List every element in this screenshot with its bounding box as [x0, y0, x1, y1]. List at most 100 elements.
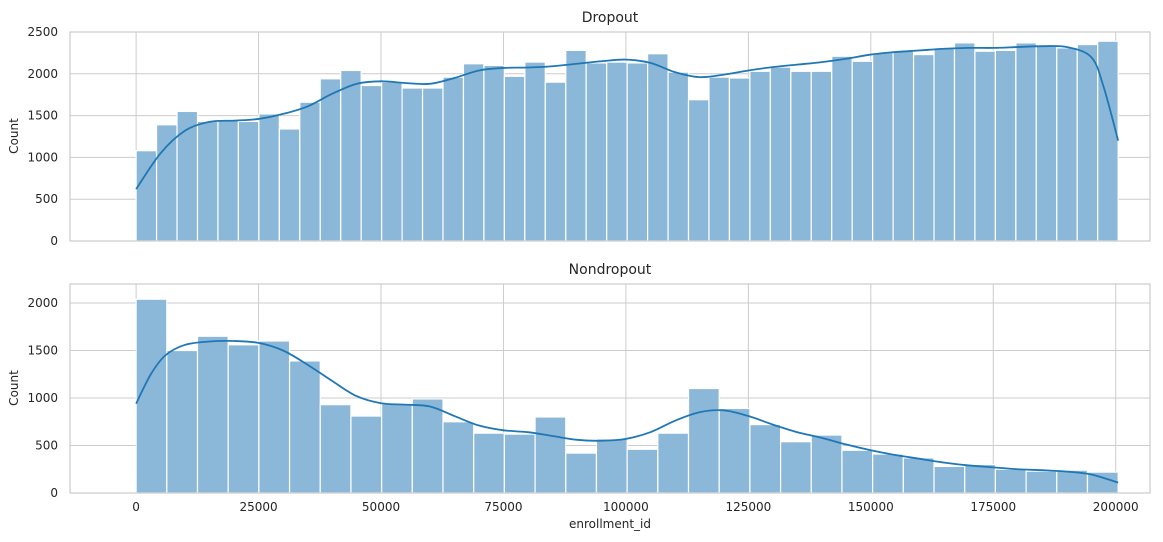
- dropout-bar-20: [544, 81, 567, 242]
- dropout-bar-42: [994, 49, 1017, 242]
- nondropout-ytick-0: 0: [50, 486, 58, 500]
- dropout-bar-28: [708, 76, 731, 242]
- dropout-bar-35: [851, 60, 874, 242]
- nondropout-bar-15: [595, 438, 628, 494]
- nondropout-bar-9: [411, 398, 444, 494]
- dropout-bar-26: [667, 71, 690, 242]
- dropout-bar-2: [176, 110, 199, 242]
- dropout-bar-8: [299, 101, 321, 242]
- dropout-bar-27: [687, 99, 710, 242]
- dropout-bar-38: [912, 53, 935, 242]
- nondropout-bar-12: [503, 433, 536, 494]
- dropout-bar-32: [790, 70, 812, 242]
- dropout-bar-23: [606, 61, 628, 242]
- nondropout-ytick-2: 1000: [27, 391, 58, 405]
- nondropout-ytick-3: 1500: [27, 344, 58, 358]
- nondropout-kde-curve: [135, 339, 1119, 484]
- nondropout-bar-6: [319, 404, 352, 494]
- nondropout-ytick-1: 500: [35, 439, 58, 453]
- dropout-bar-25: [647, 53, 669, 242]
- nondropout-bar-21: [779, 441, 812, 494]
- dropout-ytick-4: 2000: [27, 67, 58, 81]
- dropout-ylabel: Count: [7, 118, 21, 154]
- dropout-bar-45: [1056, 47, 1078, 242]
- dropout-bar-6: [258, 113, 280, 242]
- dropout-bar-19: [524, 61, 546, 242]
- dropout-bar-36: [872, 52, 894, 242]
- nondropout-bar-18: [687, 387, 720, 494]
- dropout-kde-curve: [135, 45, 1120, 190]
- nondropout-ylabel: Count: [7, 370, 21, 406]
- nondropout-bar-2: [196, 335, 229, 494]
- nondropout-bar-1: [166, 349, 199, 494]
- dropout-bar-17: [483, 64, 505, 242]
- nondropout-x-tick-labels: 0 25000 50000 75000 100000 125000 150000 175000…: [132, 500, 1138, 514]
- dropout-y-tick-labels: 0 500 1000 1500 2000 2500: [27, 25, 58, 248]
- nondropout-bar-27: [964, 463, 997, 494]
- nondropout-bar-10: [442, 421, 475, 494]
- dropout-bar-4: [217, 120, 240, 242]
- x-axis-label: enrollment_id: [569, 517, 651, 531]
- dropout-bar-10: [340, 69, 362, 242]
- nondropout-bar-17: [657, 432, 690, 494]
- dropout-bar-13: [401, 87, 424, 242]
- dropout-bar-7: [278, 128, 301, 242]
- dropout-bar-21: [565, 49, 587, 242]
- dropout-bar-12: [381, 81, 403, 242]
- dropout-bar-24: [626, 62, 649, 242]
- dropout-bar-43: [1015, 42, 1037, 242]
- nondropout-bar-8: [381, 403, 413, 494]
- dropout-bar-47: [1097, 40, 1119, 242]
- dropout-bar-33: [810, 70, 833, 242]
- nondropout-bar-28: [994, 468, 1027, 494]
- dropout-bar-15: [442, 76, 465, 242]
- dropout-title: Dropout: [582, 10, 639, 26]
- nondropout-bars: [135, 298, 1119, 494]
- dropout-ytick-0: 0: [50, 234, 58, 248]
- nondropout-title: Nondropout: [569, 262, 652, 278]
- dropout-bar-5: [237, 120, 260, 242]
- nondropout-xtick-5: 125000: [725, 500, 771, 514]
- nondropout-xtick-6: 150000: [848, 500, 894, 514]
- dropout-axes-frame: [69, 31, 1151, 242]
- nondropout-bar-4: [258, 340, 291, 494]
- nondropout-xtick-2: 50000: [362, 500, 400, 514]
- nondropout-ytick-4: 2000: [27, 296, 58, 310]
- dropout-bar-40: [953, 42, 976, 242]
- nondropout-xtick-3: 75000: [484, 500, 522, 514]
- dropout-bar-1: [155, 124, 178, 242]
- nondropout-bar-24: [872, 453, 904, 494]
- nondropout-xtick-7: 175000: [970, 500, 1016, 514]
- nondropout-xtick-4: 100000: [603, 500, 649, 514]
- nondropout-bar-13: [534, 416, 567, 494]
- dropout-bar-44: [1035, 44, 1058, 242]
- dropout-bar-37: [892, 50, 915, 242]
- nondropout-bar-19: [718, 407, 751, 494]
- nondropout-bar-20: [749, 424, 782, 494]
- nondropout-bar-14: [565, 452, 598, 494]
- dropout-bar-39: [933, 47, 956, 242]
- nondropout-subplot: Nondropout Count 0 500 1000 1500 2000 0 25000…: [7, 262, 1151, 531]
- nondropout-bar-23: [841, 449, 874, 494]
- dropout-bar-11: [360, 84, 383, 242]
- nondropout-bar-25: [902, 457, 935, 494]
- nondropout-bar-3: [227, 344, 260, 494]
- dropout-bar-30: [749, 70, 771, 242]
- nondropout-xtick-1: 25000: [239, 500, 277, 514]
- dropout-bar-34: [831, 55, 853, 242]
- nondropout-bar-5: [288, 360, 321, 494]
- nondropout-bar-16: [626, 448, 659, 494]
- dropout-bar-18: [503, 75, 526, 242]
- dropout-ytick-5: 2500: [27, 25, 58, 39]
- dropout-ytick-2: 1000: [27, 150, 58, 164]
- dropout-bar-14: [421, 87, 444, 242]
- dropout-bar-46: [1076, 43, 1099, 242]
- dropout-ytick-1: 500: [35, 192, 58, 206]
- dropout-bars: [135, 40, 1119, 242]
- nondropout-bar-29: [1025, 470, 1058, 494]
- dropout-bar-22: [585, 62, 608, 242]
- dropout-bar-16: [462, 63, 485, 242]
- nondropout-bar-22: [810, 434, 843, 494]
- dropout-ytick-3: 1500: [27, 109, 58, 123]
